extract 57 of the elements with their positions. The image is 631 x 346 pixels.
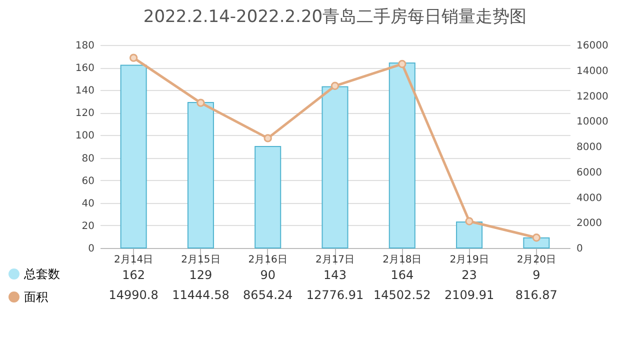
y-tick-label: 20 <box>82 220 94 232</box>
point <box>532 234 541 242</box>
y2-tick-label: 14000 <box>576 66 608 77</box>
x-tick-label: 2月20日 <box>516 254 556 266</box>
y-tick-label: 80 <box>82 153 94 164</box>
y-tick-label: 40 <box>82 198 94 210</box>
x-tick-label: 2月16日 <box>248 254 288 266</box>
y2-tick-label: 0 <box>576 244 583 254</box>
y2-tick-label: 6000 <box>576 167 602 178</box>
bar <box>388 62 416 248</box>
bar <box>254 146 282 248</box>
y2-tick-label: 16000 <box>576 40 608 52</box>
data-label: 14502.52 <box>374 288 431 302</box>
x-tick-label: 2月15日 <box>181 254 220 266</box>
x-tick-label: 2月14日 <box>114 254 154 266</box>
data-label: 164 <box>390 268 414 282</box>
data-label: 9 <box>532 268 540 282</box>
chart-title: 2022.2.14-2022.2.20青岛二手房每日销量走势图 <box>143 7 527 27</box>
point <box>330 82 340 90</box>
y-tick-label: 0 <box>88 244 94 254</box>
bar <box>523 237 550 248</box>
bar <box>322 86 348 248</box>
data-label: 129 <box>189 268 212 282</box>
point <box>398 60 406 68</box>
x-tick-label: 2月19日 <box>450 254 489 266</box>
y2-tick-label: 4000 <box>576 192 602 204</box>
data-label: 23 <box>462 268 477 282</box>
data-label: 143 <box>324 268 346 282</box>
bar <box>120 64 147 248</box>
point <box>129 54 138 62</box>
data-label: 2109.91 <box>444 288 494 302</box>
y2-tick-label: 10000 <box>576 116 608 128</box>
y2-tick-label: 8000 <box>576 142 602 153</box>
y-tick-label: 60 <box>82 176 94 187</box>
x-tick-label: 2月18日 <box>382 254 422 266</box>
y-tick-label: 180 <box>75 40 94 52</box>
data-label: 162 <box>122 268 146 282</box>
bar <box>187 102 214 248</box>
point <box>196 98 205 107</box>
y-tick-label: 140 <box>75 86 94 97</box>
y2-tick-label: 12000 <box>576 91 608 102</box>
legend-label: 面积 <box>24 290 48 304</box>
bar <box>456 222 483 248</box>
point <box>264 134 272 142</box>
y-tick-label: 160 <box>75 63 94 74</box>
data-label: 14990.8 <box>108 288 158 302</box>
y-tick-label: 120 <box>75 108 94 120</box>
legend-label: 总套数 <box>23 267 60 281</box>
y2-tick-label: 2000 <box>576 218 602 230</box>
data-label: 11444.58 <box>172 288 230 302</box>
point <box>465 217 474 226</box>
y-tick-label: 100 <box>75 130 94 142</box>
x-tick-label: 2月17日 <box>315 254 355 266</box>
data-label: 8654.24 <box>243 288 293 302</box>
data-label: 12776.91 <box>306 288 364 302</box>
data-label: 816.87 <box>515 288 558 302</box>
data-label: 90 <box>260 268 276 282</box>
